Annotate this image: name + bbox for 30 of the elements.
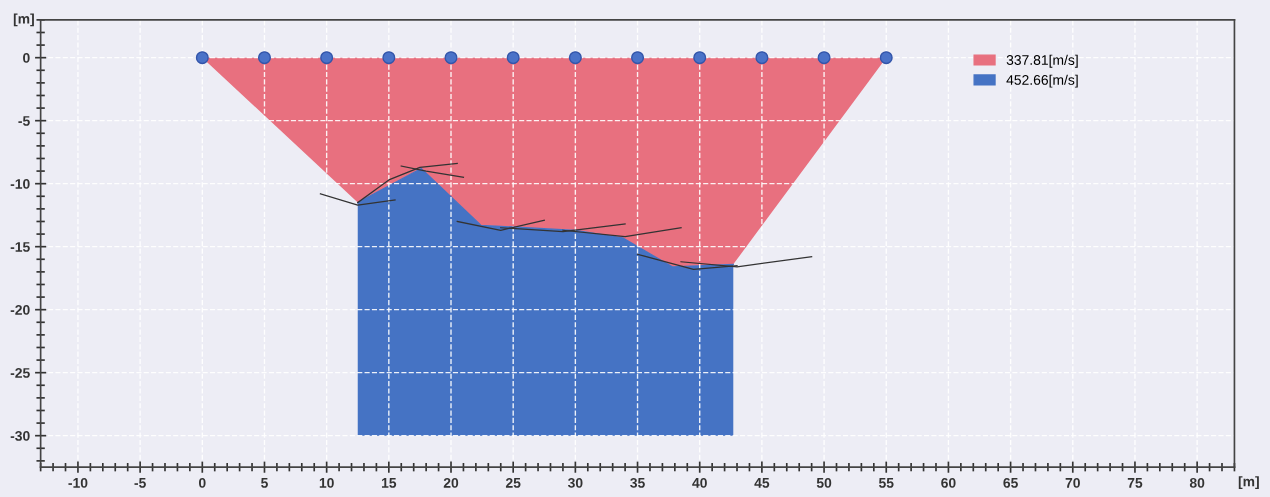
legend-label: 452.66[m/s] (1006, 74, 1078, 88)
x-tick-label: 75 (1127, 478, 1143, 488)
y-tick-label: -10 (10, 179, 30, 189)
x-tick-label: 40 (692, 477, 707, 488)
x-tick-label: 0 (198, 477, 206, 488)
x-tick-label: 60 (941, 477, 956, 488)
y-tick-label: -20 (10, 305, 30, 315)
x-tick-label: 30 (567, 477, 583, 488)
x-tick-label: 5 (261, 478, 268, 488)
y-axis-title: [m] (13, 13, 34, 27)
x-tick-label: 80 (1189, 477, 1205, 488)
y-tick-label: -5 (18, 116, 30, 126)
x-tick-label: 55 (878, 478, 894, 488)
x-tick-label: 10 (319, 477, 334, 488)
x-tick-label: 20 (443, 477, 459, 488)
y-tick-label: -25 (10, 368, 30, 378)
y-tick-label: 0 (23, 53, 30, 63)
x-tick-label: 15 (381, 478, 397, 488)
x-tick-label: 65 (1003, 477, 1018, 488)
x-tick-label: -10 (68, 477, 88, 488)
y-tick-label: -30 (10, 431, 30, 441)
legend-label: 337.81[m/s] (1006, 54, 1078, 68)
x-tick-label: 50 (816, 477, 832, 488)
x-tick-label: 35 (630, 477, 645, 488)
x-tick-label: 45 (754, 478, 770, 488)
x-tick-label: -5 (134, 478, 146, 488)
x-axis-title: [m] (1238, 476, 1259, 490)
x-tick-label: 25 (505, 477, 521, 488)
x-tick-label: 70 (1065, 477, 1080, 488)
y-tick-label: -15 (10, 242, 30, 252)
